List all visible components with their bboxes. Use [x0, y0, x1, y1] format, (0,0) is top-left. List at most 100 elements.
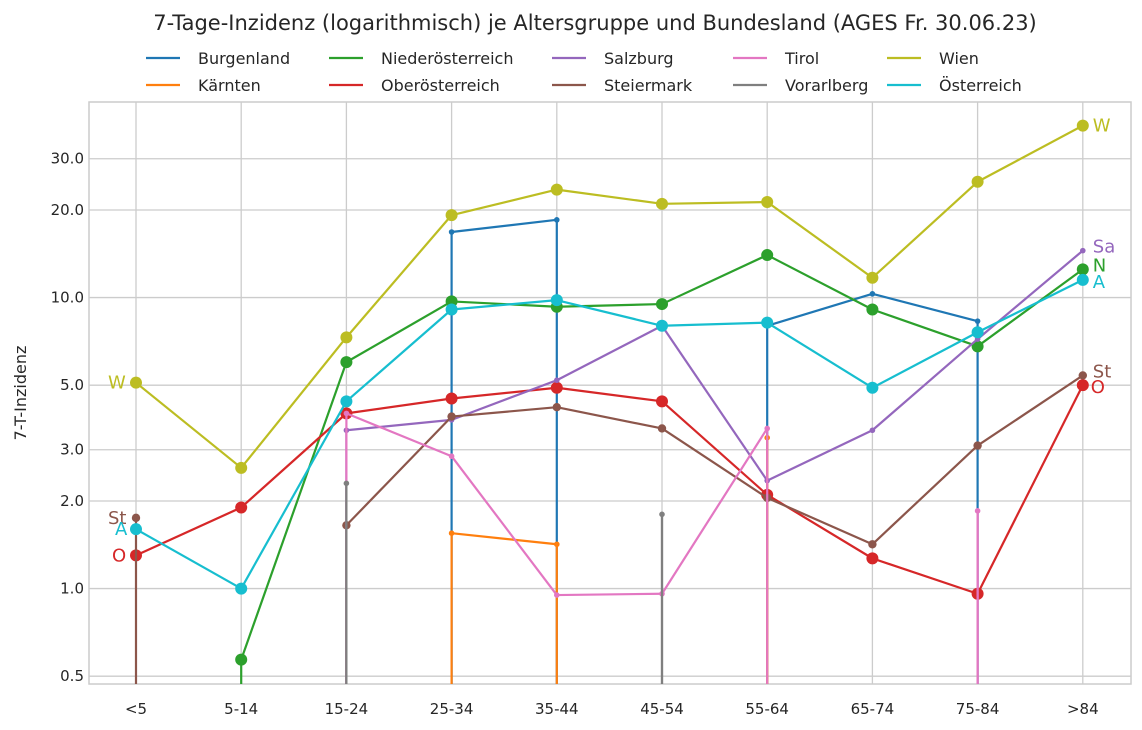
data-point [340, 331, 353, 344]
series-line [871, 180, 979, 279]
series-line [556, 324, 663, 382]
series-line [451, 532, 557, 546]
series-line [661, 321, 768, 327]
series-line [240, 412, 348, 509]
y-tick-label: 1.0 [60, 580, 84, 598]
series-line [661, 427, 769, 595]
x-tick-label: >84 [1067, 700, 1099, 718]
data-point [448, 530, 455, 536]
series-line [135, 528, 242, 590]
series-line [345, 415, 453, 527]
series-line [872, 308, 978, 348]
data-point [869, 291, 876, 297]
series-Wien [130, 119, 1089, 474]
series-line [766, 429, 873, 482]
data-point [554, 541, 560, 548]
end-label: O [1091, 377, 1105, 398]
data-point [657, 424, 667, 433]
data-point [866, 552, 879, 565]
data-point [971, 340, 984, 353]
data-point [235, 653, 248, 666]
end-label: A [1093, 272, 1106, 293]
data-point [445, 392, 458, 405]
data-point [973, 441, 982, 450]
series-line [556, 386, 663, 403]
data-point [130, 376, 142, 389]
series-line [345, 300, 453, 364]
series-line [135, 506, 242, 557]
data-point [235, 501, 248, 514]
series-line [450, 455, 558, 596]
data-point [656, 319, 668, 332]
y-tick-label: 3.0 [60, 441, 84, 459]
series-line [240, 361, 348, 660]
x-tick-label: 25-34 [430, 700, 474, 718]
legend-entry: Wien [939, 49, 979, 68]
data-point [554, 377, 560, 384]
data-point [552, 403, 561, 412]
data-point [550, 183, 563, 196]
series-line [977, 278, 1084, 334]
series-line [766, 496, 873, 546]
series-line [872, 292, 978, 323]
start-label: W [108, 373, 126, 394]
data-point [550, 381, 563, 394]
data-point [971, 175, 984, 188]
series-line [976, 268, 1084, 348]
data-point [445, 209, 458, 222]
series-line [451, 386, 557, 400]
data-point [866, 381, 879, 394]
series-line [661, 200, 768, 205]
end-label: St [1093, 361, 1111, 382]
series-line [451, 188, 558, 217]
data-point [1076, 263, 1089, 276]
series-line [661, 325, 769, 482]
series-line [346, 397, 452, 415]
data-point [1076, 379, 1089, 392]
x-tick-label: 55-64 [745, 700, 789, 718]
data-point [656, 395, 668, 408]
data-point [761, 249, 774, 262]
series-line [451, 406, 557, 418]
series-Oberösterreich [130, 379, 1089, 600]
legend: Burgenland Kärnten Niederösterreich Oberöst… [146, 49, 1022, 95]
series-line [556, 302, 663, 308]
series-line [766, 201, 874, 279]
end-label: N [1093, 255, 1106, 276]
legend-entry: Burgenland [198, 49, 290, 68]
data-point [131, 513, 141, 523]
data-point [656, 298, 668, 311]
data-point [340, 395, 353, 408]
series-line [240, 336, 348, 469]
series-line [977, 124, 1084, 183]
series-line [661, 427, 768, 499]
series-line [766, 321, 873, 389]
legend-entry: Steiermark [604, 76, 693, 95]
data-point [869, 427, 876, 434]
x-tick-label: 75-84 [956, 700, 1000, 718]
legend-entry: Salzburg [604, 49, 674, 68]
data-point [866, 271, 879, 284]
x-tick-label: 65-74 [851, 700, 895, 718]
series-line [661, 400, 768, 496]
data-point [235, 461, 248, 474]
series-line [871, 444, 979, 546]
legend-entry: Vorarlberg [785, 76, 868, 95]
data-point [974, 508, 981, 514]
data-point [554, 217, 560, 223]
series-line [240, 400, 348, 590]
series-line [556, 592, 663, 597]
y-tick-label: 10.0 [51, 289, 84, 307]
data-point [448, 229, 455, 235]
series-line [976, 374, 1084, 447]
data-point [130, 523, 142, 536]
data-point [1080, 247, 1086, 254]
series-line [556, 406, 663, 430]
plot-frame [88, 101, 1132, 685]
data-point [1076, 119, 1089, 132]
data-point [550, 294, 563, 307]
y-axis-label: 7-T-Inzidenz [11, 346, 30, 441]
start-label: A [115, 519, 128, 540]
series-line [451, 218, 557, 234]
data-point [971, 326, 984, 339]
